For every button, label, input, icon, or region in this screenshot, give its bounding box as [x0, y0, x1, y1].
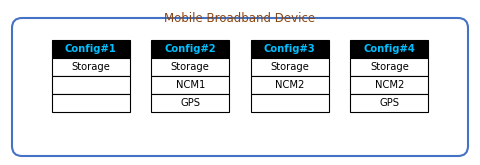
Text: Config#2: Config#2 [164, 44, 216, 54]
FancyBboxPatch shape [151, 40, 229, 58]
FancyBboxPatch shape [251, 58, 329, 76]
Text: GPS: GPS [379, 98, 399, 108]
FancyBboxPatch shape [52, 40, 130, 58]
FancyBboxPatch shape [151, 58, 229, 76]
Text: NCM1: NCM1 [176, 80, 205, 90]
FancyBboxPatch shape [251, 94, 329, 112]
FancyBboxPatch shape [350, 94, 428, 112]
FancyBboxPatch shape [350, 40, 428, 58]
Text: GPS: GPS [180, 98, 200, 108]
Text: Storage: Storage [71, 62, 110, 72]
FancyBboxPatch shape [52, 76, 130, 94]
FancyBboxPatch shape [350, 76, 428, 94]
Text: Config#4: Config#4 [363, 44, 415, 54]
FancyBboxPatch shape [151, 94, 229, 112]
Text: NCM2: NCM2 [375, 80, 404, 90]
FancyBboxPatch shape [151, 76, 229, 94]
Text: Config#3: Config#3 [264, 44, 316, 54]
Text: NCM2: NCM2 [275, 80, 304, 90]
Text: Mobile Broadband Device: Mobile Broadband Device [165, 12, 315, 24]
FancyBboxPatch shape [251, 76, 329, 94]
Text: Storage: Storage [370, 62, 409, 72]
FancyBboxPatch shape [350, 58, 428, 76]
FancyBboxPatch shape [52, 94, 130, 112]
FancyBboxPatch shape [251, 40, 329, 58]
FancyBboxPatch shape [12, 18, 468, 156]
Text: Storage: Storage [270, 62, 309, 72]
Text: Storage: Storage [171, 62, 210, 72]
Text: Config#1: Config#1 [65, 44, 117, 54]
FancyBboxPatch shape [52, 58, 130, 76]
